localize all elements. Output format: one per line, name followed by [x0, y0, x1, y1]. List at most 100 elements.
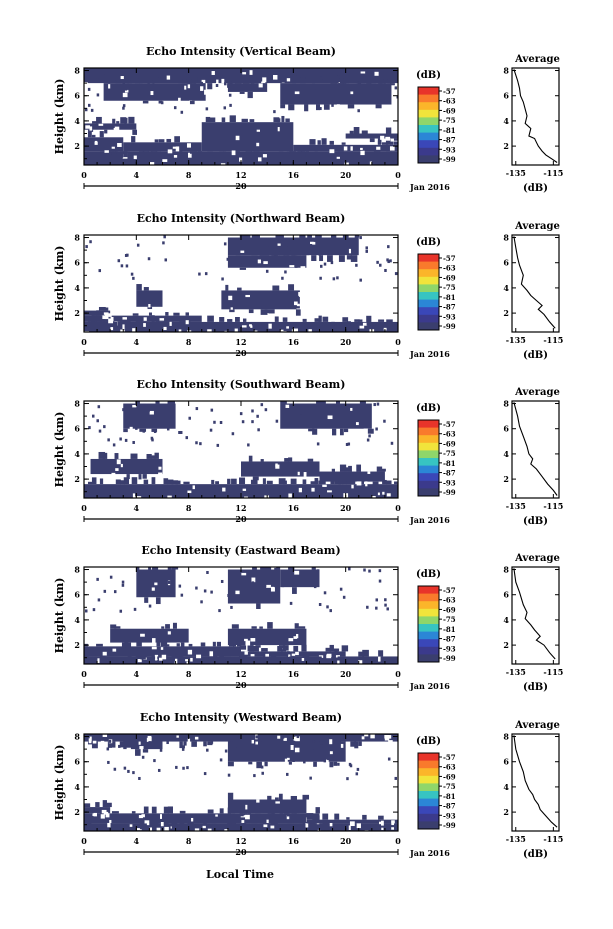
- colorbar-tick-label: -99: [443, 488, 456, 497]
- echo-speckle: [346, 321, 351, 326]
- echo-speckle: [91, 134, 96, 138]
- echo-gap: [122, 324, 126, 330]
- echo-speckle: [88, 664, 92, 669]
- colorbar-swatch: [418, 608, 439, 617]
- echo-gap: [136, 496, 142, 498]
- echo-dot: [206, 570, 209, 574]
- echo-gap: [161, 654, 167, 660]
- y-tick-label: 6: [74, 91, 80, 101]
- echo-dot: [323, 99, 327, 103]
- echo-speckle: [142, 749, 149, 753]
- echo-speckle: [135, 78, 140, 84]
- echo-gap: [230, 307, 233, 310]
- echo-dot: [355, 263, 358, 267]
- heatmap: [84, 62, 398, 172]
- echo-dot: [117, 259, 121, 263]
- heatmap: [84, 235, 398, 338]
- echo-dot: [331, 103, 334, 107]
- echo-gap: [381, 827, 384, 831]
- echo-speckle: [132, 165, 137, 169]
- echo-speckle: [288, 284, 295, 291]
- echo-speckle: [92, 121, 98, 124]
- echo-dot: [151, 438, 154, 442]
- echo-gap: [391, 820, 395, 826]
- echo-speckle: [207, 809, 214, 814]
- echo-speckle: [146, 453, 152, 459]
- echo-speckle: [245, 151, 253, 155]
- echo-gap: [102, 734, 108, 737]
- echo-speckle: [203, 165, 209, 172]
- echo-dot: [329, 609, 332, 613]
- echo-speckle: [307, 64, 311, 68]
- echo-dot: [347, 442, 351, 446]
- echo-speckle: [330, 165, 336, 169]
- panel-3: Echo Intensity (Southward Beam) Height (k…: [53, 378, 563, 527]
- average-x-tick-label: -135: [506, 501, 526, 511]
- x-tick-label: 16: [288, 503, 300, 513]
- echo-gap: [277, 243, 281, 246]
- echo-speckle: [382, 479, 387, 485]
- echo-dot: [132, 276, 135, 280]
- echo-gap: [286, 815, 290, 820]
- echo-dot: [357, 109, 360, 113]
- echo-speckle: [125, 642, 132, 650]
- y-tick-label: 8: [74, 233, 80, 243]
- echo-gap: [263, 824, 268, 828]
- echo-speckle: [268, 309, 275, 314]
- echo-speckle: [358, 741, 362, 746]
- echo-speckle: [291, 730, 295, 734]
- echo-dot: [166, 91, 170, 95]
- echo-region: [201, 122, 294, 152]
- echo-gap: [249, 324, 252, 327]
- echo-gap: [327, 490, 332, 493]
- echo-speckle: [318, 480, 326, 485]
- echo-speckle: [102, 452, 108, 459]
- echo-dot: [206, 748, 209, 752]
- echo-dot: [396, 95, 398, 99]
- echo-dot: [98, 429, 102, 433]
- echo-dot: [97, 598, 101, 602]
- echo-dot: [198, 272, 201, 276]
- average-x-tick-label: -115: [543, 667, 563, 677]
- echo-speckle: [355, 81, 359, 84]
- echo-speckle: [239, 645, 247, 650]
- echo-speckle: [247, 728, 251, 734]
- echo-speckle: [151, 477, 156, 485]
- echo-gap: [326, 653, 332, 657]
- average-frame: [511, 234, 560, 333]
- echo-dot: [231, 432, 235, 436]
- echo-gap: [340, 743, 344, 748]
- echo-gap: [187, 84, 191, 89]
- echo-speckle: [146, 80, 153, 84]
- echo-speckle: [307, 458, 314, 462]
- echo-speckle: [219, 498, 225, 505]
- echo-dot: [285, 243, 288, 247]
- echo-speckle: [288, 761, 292, 765]
- echo-speckle: [124, 664, 130, 670]
- echo-gap: [105, 813, 110, 818]
- echo-speckle: [160, 63, 166, 68]
- echo-gap: [235, 590, 240, 595]
- echo-speckle: [314, 318, 321, 322]
- echo-speckle: [285, 118, 290, 123]
- echo-dot: [230, 81, 233, 85]
- echo-speckle: [264, 567, 272, 570]
- echo-dot: [122, 104, 126, 108]
- echo-speckle: [299, 235, 306, 238]
- echo-speckle: [124, 321, 131, 329]
- echo-gap: [221, 78, 225, 84]
- echo-speckle: [252, 567, 257, 570]
- echo-gap: [110, 327, 114, 331]
- echo-dot: [122, 80, 125, 84]
- echo-speckle: [393, 141, 398, 145]
- echo-dot: [384, 268, 387, 272]
- echo-dot: [119, 609, 123, 613]
- x-tick-label: 0: [81, 669, 87, 679]
- echo-speckle: [207, 741, 213, 746]
- echo-speckle: [191, 741, 197, 747]
- echo-speckle: [362, 62, 369, 68]
- colorbar-swatch: [418, 488, 439, 497]
- echo-speckle: [288, 567, 295, 570]
- echo-gap: [325, 760, 329, 763]
- echo-speckle: [390, 332, 393, 338]
